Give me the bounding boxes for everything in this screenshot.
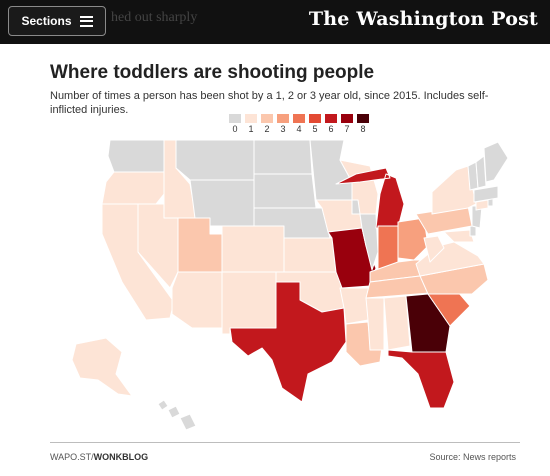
- state-hi: [157, 399, 197, 431]
- state-al: [383, 295, 411, 351]
- state-me: [483, 141, 509, 183]
- state-nd: [253, 139, 313, 175]
- map-graphic: Where toddlers are shooting people Numbe…: [40, 56, 526, 476]
- legend-item: 3: [276, 114, 290, 134]
- legend-label: 5: [312, 124, 318, 134]
- state-nh: [475, 155, 487, 189]
- source-note: Source: News reports: [429, 452, 516, 462]
- state-co: [221, 225, 285, 273]
- state-md: [443, 229, 475, 243]
- legend-swatch: [277, 114, 289, 123]
- legend-label: 3: [280, 124, 286, 134]
- state-az: [171, 271, 223, 329]
- state-sd: [253, 173, 317, 209]
- hamburger-icon: [79, 15, 93, 27]
- state-ma: [473, 185, 499, 203]
- graphic-subtitle: Number of times a person has been shot b…: [50, 90, 489, 116]
- state-wa: [107, 139, 165, 173]
- legend-label: 4: [296, 124, 302, 134]
- state-ak: [71, 337, 133, 397]
- footer-credit: WAPO.ST/WONKBLOG: [50, 452, 148, 462]
- legend-swatch: [245, 114, 257, 123]
- legend-item: 7: [340, 114, 354, 134]
- legend-item: 8: [356, 114, 370, 134]
- state-wv: [423, 235, 445, 263]
- article-text-behind-header: hed out sharply: [111, 10, 198, 25]
- legend-label: 2: [264, 124, 270, 134]
- legend-swatch: [261, 114, 273, 123]
- graphic-title: Where toddlers are shooting people: [50, 62, 375, 83]
- credit-blog: WONKBLOG: [93, 452, 149, 462]
- legend-item: 2: [260, 114, 274, 134]
- legend-swatch: [229, 114, 241, 123]
- legend-swatch: [293, 114, 305, 123]
- legend-item: 1: [244, 114, 258, 134]
- state-mi: [335, 167, 405, 229]
- credit-url: WAPO.ST/: [50, 452, 94, 462]
- legend-label: 8: [360, 124, 366, 134]
- legend-label: 6: [328, 124, 334, 134]
- legend-item: 5: [308, 114, 322, 134]
- legend-label: 0: [232, 124, 238, 134]
- legend-item: 0: [228, 114, 242, 134]
- us-choropleth-map: [71, 139, 509, 431]
- legend-swatch: [357, 114, 369, 123]
- site-logo[interactable]: The Washington Post: [308, 8, 538, 30]
- legend-label: 1: [248, 124, 254, 134]
- legend-item: 6: [324, 114, 338, 134]
- legend-swatch: [309, 114, 321, 123]
- state-mt: [175, 139, 255, 181]
- sections-menu-button[interactable]: Sections: [8, 6, 106, 36]
- state-nm: [221, 271, 277, 335]
- footer-divider: [50, 442, 520, 443]
- legend-swatch: [325, 114, 337, 123]
- site-header: Sections hed out sharply The Washington …: [0, 0, 550, 44]
- state-tx: [229, 281, 347, 403]
- state-ga: [405, 293, 451, 353]
- sections-label: Sections: [21, 14, 72, 28]
- state-fl: [387, 349, 455, 409]
- state-or: [101, 171, 165, 205]
- state-ms: [365, 297, 385, 351]
- state-ar: [339, 287, 371, 325]
- legend-label: 7: [344, 124, 350, 134]
- legend-item: 4: [292, 114, 306, 134]
- legend-swatch: [341, 114, 353, 123]
- state-ks: [283, 237, 337, 273]
